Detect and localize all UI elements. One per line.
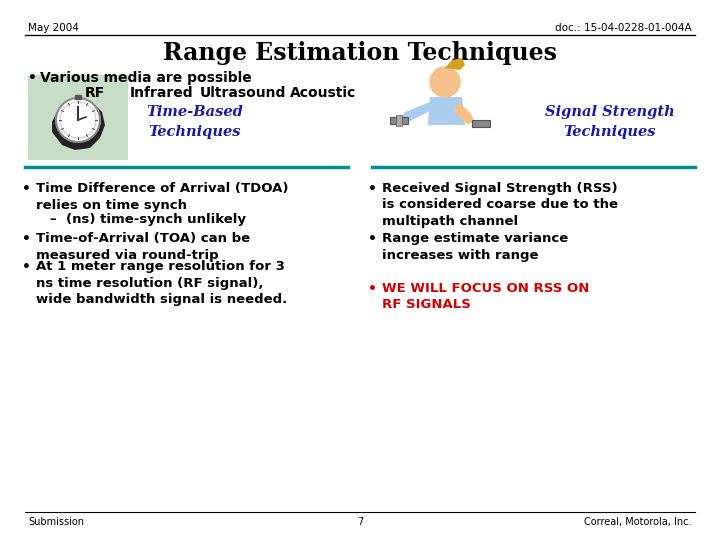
Text: doc.: 15-04-0228-01-004A: doc.: 15-04-0228-01-004A	[555, 23, 692, 33]
Text: •: •	[368, 232, 377, 246]
Text: Ultrasound: Ultrasound	[200, 86, 287, 100]
Text: •: •	[368, 282, 377, 296]
Circle shape	[56, 98, 100, 142]
Polygon shape	[400, 102, 432, 122]
FancyBboxPatch shape	[472, 120, 490, 127]
Text: Infrared: Infrared	[130, 86, 194, 100]
Text: WE WILL FOCUS ON RSS ON
RF SIGNALS: WE WILL FOCUS ON RSS ON RF SIGNALS	[382, 282, 590, 312]
FancyBboxPatch shape	[390, 117, 408, 124]
Text: •: •	[368, 182, 377, 196]
Polygon shape	[445, 58, 465, 70]
Text: Range estimate variance
increases with range: Range estimate variance increases with r…	[382, 232, 568, 261]
Text: Time-of-Arrival (TOA) can be
measured via round-trip: Time-of-Arrival (TOA) can be measured vi…	[36, 232, 250, 261]
Bar	[442, 83, 449, 97]
Text: •: •	[22, 182, 31, 196]
Text: Time-Based
Techniques: Time-Based Techniques	[147, 105, 243, 139]
Text: Received Signal Strength (RSS)
is considered coarse due to the
multipath channel: Received Signal Strength (RSS) is consid…	[382, 182, 618, 228]
Text: Range Estimation Techniques: Range Estimation Techniques	[163, 41, 557, 65]
Text: RF: RF	[85, 86, 105, 100]
Circle shape	[430, 67, 460, 97]
FancyBboxPatch shape	[28, 75, 128, 160]
Text: Signal Strength
Techniques: Signal Strength Techniques	[545, 105, 675, 139]
Bar	[75, 95, 81, 99]
FancyBboxPatch shape	[396, 115, 402, 126]
Polygon shape	[428, 97, 465, 125]
Text: Correal, Motorola, Inc.: Correal, Motorola, Inc.	[585, 517, 692, 527]
Text: Time Difference of Arrival (TDOA)
relies on time synch: Time Difference of Arrival (TDOA) relies…	[36, 182, 289, 212]
Text: •: •	[28, 71, 37, 85]
Text: 7: 7	[357, 517, 363, 527]
Polygon shape	[454, 102, 475, 124]
Polygon shape	[52, 102, 105, 150]
Text: May 2004: May 2004	[28, 23, 79, 33]
Text: Submission: Submission	[28, 517, 84, 527]
Text: Acoustic: Acoustic	[290, 86, 356, 100]
Text: •: •	[22, 232, 31, 246]
Text: At 1 meter range resolution for 3
ns time resolution (RF signal),
wide bandwidth: At 1 meter range resolution for 3 ns tim…	[36, 260, 287, 306]
Text: –  (ns) time-synch unlikely: – (ns) time-synch unlikely	[50, 213, 246, 226]
Text: •: •	[22, 260, 31, 274]
Text: Various media are possible: Various media are possible	[40, 71, 252, 85]
